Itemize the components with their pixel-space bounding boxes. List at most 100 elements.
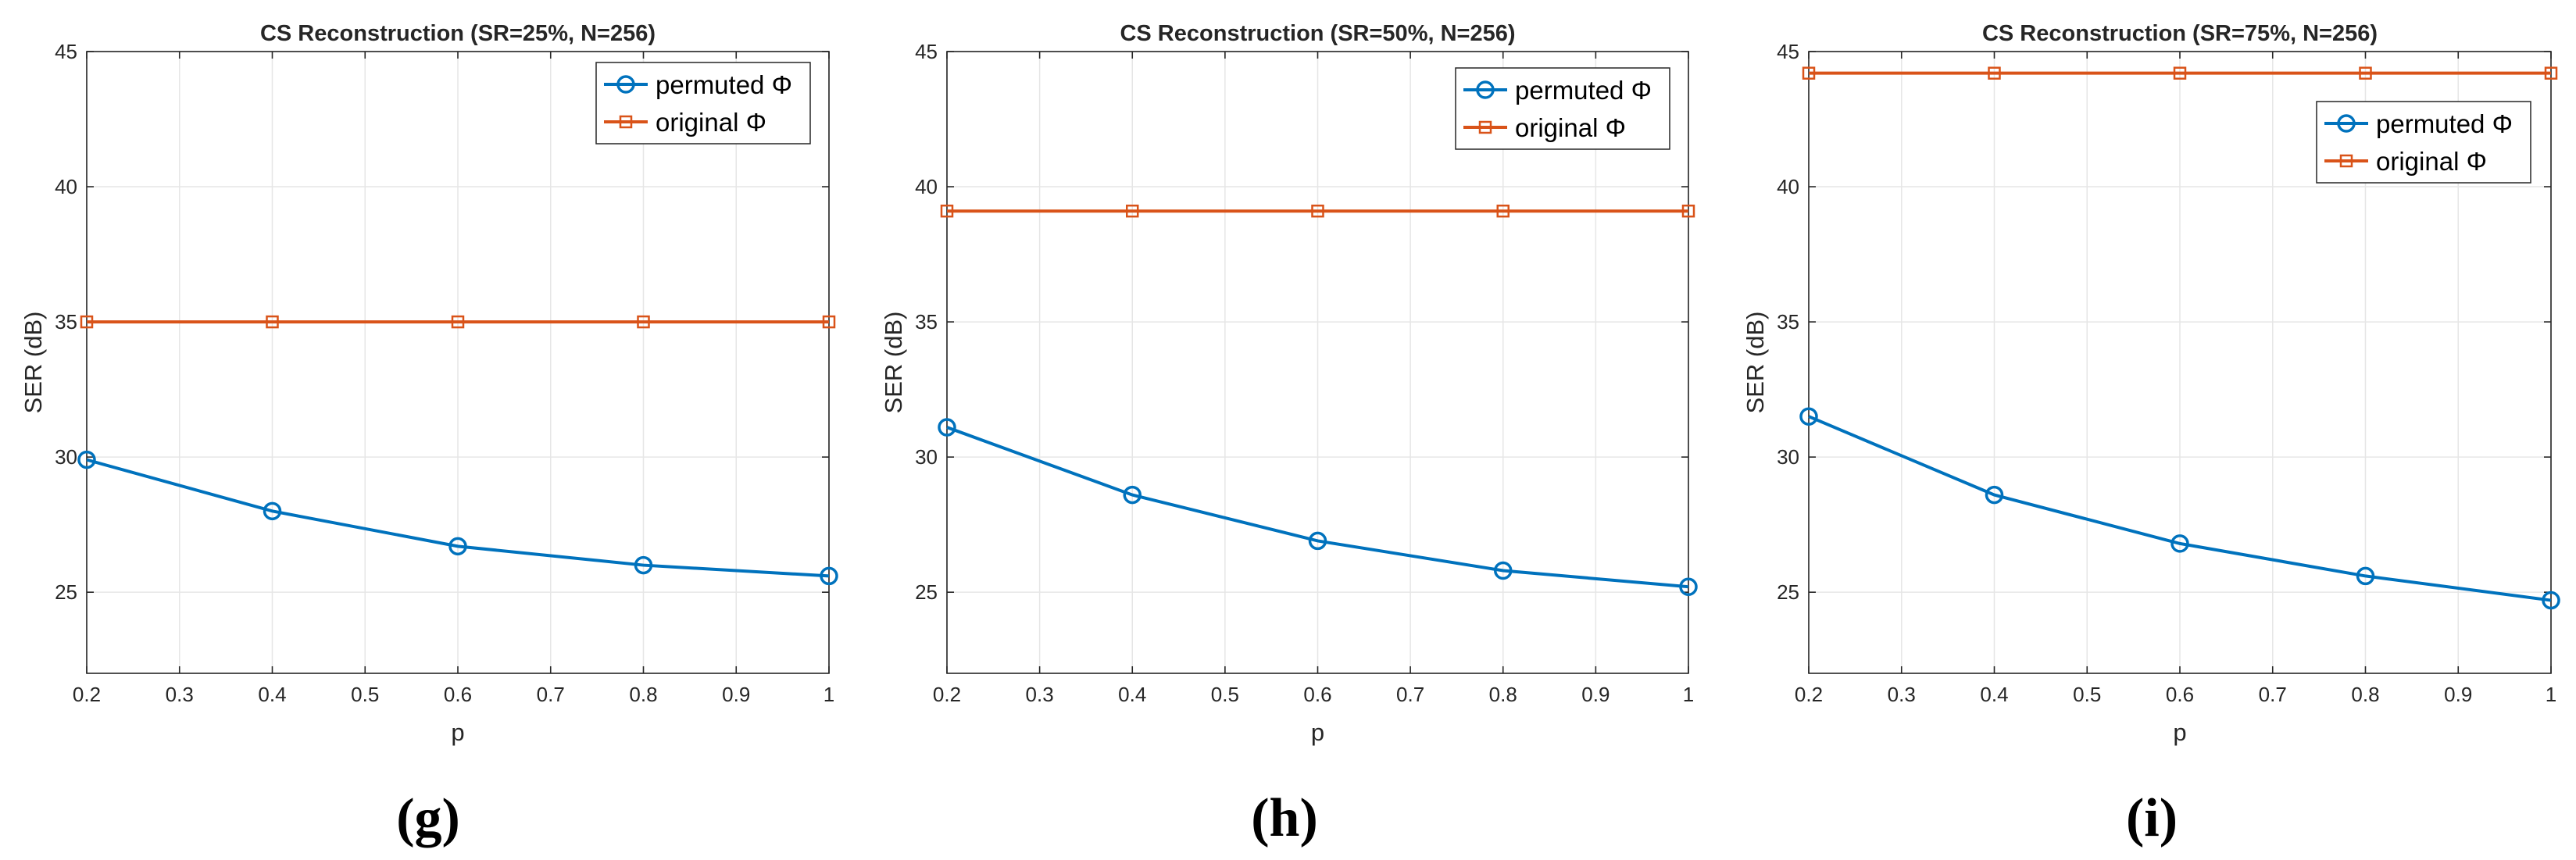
data-point-marker: [2359, 66, 2372, 80]
y-axis-label: SER (dB): [1742, 312, 1769, 414]
data-point-marker: [1988, 66, 2001, 80]
data-point-marker: [266, 315, 279, 329]
y-tick-label: 45: [915, 40, 938, 63]
x-tick-label: 0.6: [444, 683, 472, 706]
legend-marker: [1478, 120, 1492, 134]
x-tick-label: 0.8: [2351, 683, 2379, 706]
series-original: [940, 204, 1695, 218]
x-tick-label: 0.7: [2259, 683, 2287, 706]
legend-box: [595, 62, 811, 145]
y-tick-label: 45: [1777, 40, 1799, 63]
legend: permuted Φ original Φ: [1455, 67, 1670, 150]
data-point-marker: [2356, 566, 2375, 586]
legend-label: original Φ: [2376, 147, 2487, 176]
data-point-marker: [634, 555, 653, 575]
legend: permuted Φ original Φ: [2316, 101, 2531, 184]
legend-box: [2316, 101, 2531, 184]
legend-marker: [616, 75, 635, 94]
data-point-marker: [1985, 485, 2004, 505]
data-point-marker: [637, 315, 650, 329]
x-tick-label: 0.2: [1795, 683, 1823, 706]
x-tick-label: 0.3: [166, 683, 194, 706]
x-tick-label: 0.2: [73, 683, 101, 706]
x-tick-label: 1: [2546, 683, 2556, 706]
series-line: [1808, 415, 2552, 602]
y-tick-label: 25: [1777, 580, 1799, 604]
x-tick-label: 0.7: [1396, 683, 1424, 706]
x-tick-label: 0.4: [258, 683, 286, 706]
legend: permuted Φ original Φ: [595, 62, 811, 145]
data-point-marker: [263, 501, 282, 521]
x-tick-label: 0.8: [629, 683, 657, 706]
legend-marker: [619, 115, 633, 129]
data-point-marker: [820, 566, 838, 586]
data-point-marker: [2170, 534, 2189, 553]
x-tick-label: 0.9: [2444, 683, 2472, 706]
data-point-marker: [1802, 66, 1816, 80]
x-tick-label: 0.6: [1303, 683, 1331, 706]
data-point-marker: [1681, 204, 1695, 218]
series-original: [1802, 66, 2558, 80]
series-permuted: [1799, 407, 2560, 610]
chart-title: CS Reconstruction (SR=50%, N=256): [1120, 21, 1515, 46]
y-tick-label: 30: [55, 445, 77, 469]
y-tick-label: 30: [915, 445, 938, 469]
x-tick-label: 0.4: [1980, 683, 2008, 706]
data-point-marker: [451, 315, 465, 329]
legend-box: [1455, 67, 1670, 150]
x-tick-label: 1: [824, 683, 834, 706]
data-point-marker: [2542, 591, 2560, 610]
y-axis-label: SER (dB): [880, 312, 907, 414]
panel-label: (g): [396, 788, 460, 848]
y-tick-label: 35: [915, 310, 938, 334]
chart-title: CS Reconstruction (SR=25%, N=256): [260, 21, 656, 46]
x-tick-label: 0.5: [2073, 683, 2101, 706]
data-point-marker: [80, 315, 94, 329]
data-point-marker: [77, 450, 96, 469]
data-point-marker: [1494, 561, 1513, 580]
legend-label: original Φ: [1515, 113, 1626, 142]
y-tick-label: 35: [55, 310, 77, 334]
legend-label: permuted Φ: [2376, 109, 2513, 138]
data-point-marker: [1308, 531, 1327, 551]
data-point-marker: [938, 418, 956, 437]
y-axis-label: SER (dB): [20, 312, 47, 414]
series-line: [86, 458, 830, 578]
chart-title: CS Reconstruction (SR=75%, N=256): [1982, 21, 2378, 46]
y-tick-label: 25: [55, 580, 77, 604]
series-line: [946, 426, 1689, 589]
series-permuted: [77, 450, 838, 586]
data-point-marker: [1126, 204, 1139, 218]
legend-marker: [2337, 114, 2356, 133]
x-tick-label: 0.5: [351, 683, 379, 706]
x-tick-label: 0.5: [1211, 683, 1239, 706]
x-axis-label: p: [2173, 719, 2186, 746]
y-tick-label: 45: [55, 40, 77, 63]
data-point-marker: [1679, 577, 1698, 597]
x-tick-label: 0.2: [933, 683, 961, 706]
y-tick-label: 40: [1777, 175, 1799, 198]
x-tick-label: 0.3: [1026, 683, 1054, 706]
data-point-marker: [940, 204, 954, 218]
x-tick-label: 0.4: [1118, 683, 1146, 706]
x-tick-label: 0.9: [1581, 683, 1610, 706]
legend-label: original Φ: [656, 108, 766, 137]
x-axis-label: p: [1311, 719, 1324, 746]
x-tick-label: 0.8: [1489, 683, 1517, 706]
data-point-marker: [1799, 407, 1818, 426]
data-point-marker: [1311, 204, 1324, 218]
chart-panel-1: 0.2 0.3 0.4 0.5 0.6 0.7 0.8 0.9 1 25 30 35 40 45 CS Re…: [20, 21, 838, 746]
y-tick-label: 35: [1777, 310, 1799, 334]
data-point-marker: [2173, 66, 2187, 80]
x-tick-label: 0.7: [537, 683, 565, 706]
x-tick-label: 0.9: [722, 683, 750, 706]
legend-label: permuted Φ: [1515, 76, 1652, 105]
y-tick-label: 30: [1777, 445, 1799, 469]
x-tick-label: 0.3: [1888, 683, 1916, 706]
data-point-marker: [2544, 66, 2558, 80]
chart-panel-3: 0.2 0.3 0.4 0.5 0.6 0.7 0.8 0.9 1 25 30 35 40 45 CS Re…: [1742, 21, 2560, 746]
data-point-marker: [1496, 204, 1510, 218]
x-tick-label: 1: [1683, 683, 1694, 706]
data-point-marker: [1123, 485, 1142, 505]
